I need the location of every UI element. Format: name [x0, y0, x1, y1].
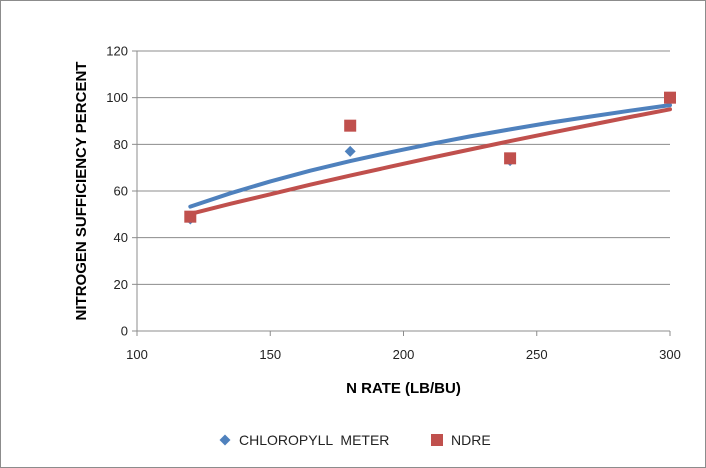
- y-tick-label-120: 120: [106, 44, 128, 59]
- y-tick-label-20: 20: [114, 277, 128, 292]
- y-axis-title: NITROGEN SUFFICIENCY PERCENT: [73, 62, 90, 321]
- x-axis-title: N RATE (LB/BU): [346, 380, 461, 397]
- legend: CHLOROPYLL METER NDRE: [219, 432, 491, 448]
- legend-marker-chlorophyll-meter: [219, 434, 231, 446]
- point-ndre-240: [504, 152, 517, 165]
- y-tick-label-60: 60: [114, 184, 128, 199]
- y-tick-label-40: 40: [114, 230, 128, 245]
- y-tick-label-80: 80: [114, 137, 128, 152]
- x-tick-labels: 100 150 200 250 300: [126, 347, 681, 362]
- legend-marker-ndre: [431, 434, 443, 446]
- point-chlorophyll-meter-180: [344, 145, 356, 157]
- grid-lines: [137, 50, 670, 285]
- y-tick-labels: 0 20 40 60 80 100 120: [106, 44, 128, 339]
- point-ndre-120: [184, 210, 197, 223]
- trendline-ndre: [188, 107, 672, 216]
- x-tick-label-150: 150: [259, 347, 281, 362]
- y-tick-label-100: 100: [106, 90, 128, 105]
- trendline-chlorophyll-meter: [188, 103, 672, 209]
- y-tick-label-0: 0: [121, 324, 128, 339]
- x-tick-label-250: 250: [526, 347, 548, 362]
- point-ndre-180: [344, 119, 357, 132]
- trendlines: [188, 103, 672, 216]
- x-tick-label-200: 200: [393, 347, 415, 362]
- x-tick-label-300: 300: [659, 347, 681, 362]
- point-ndre-300: [664, 91, 676, 104]
- legend-label-chlorophyll-meter: CHLOROPYLL METER: [239, 432, 389, 448]
- data-points: [184, 91, 676, 225]
- legend-label-ndre: NDRE: [451, 432, 491, 448]
- x-tick-label-100: 100: [126, 347, 148, 362]
- axes: [132, 50, 671, 336]
